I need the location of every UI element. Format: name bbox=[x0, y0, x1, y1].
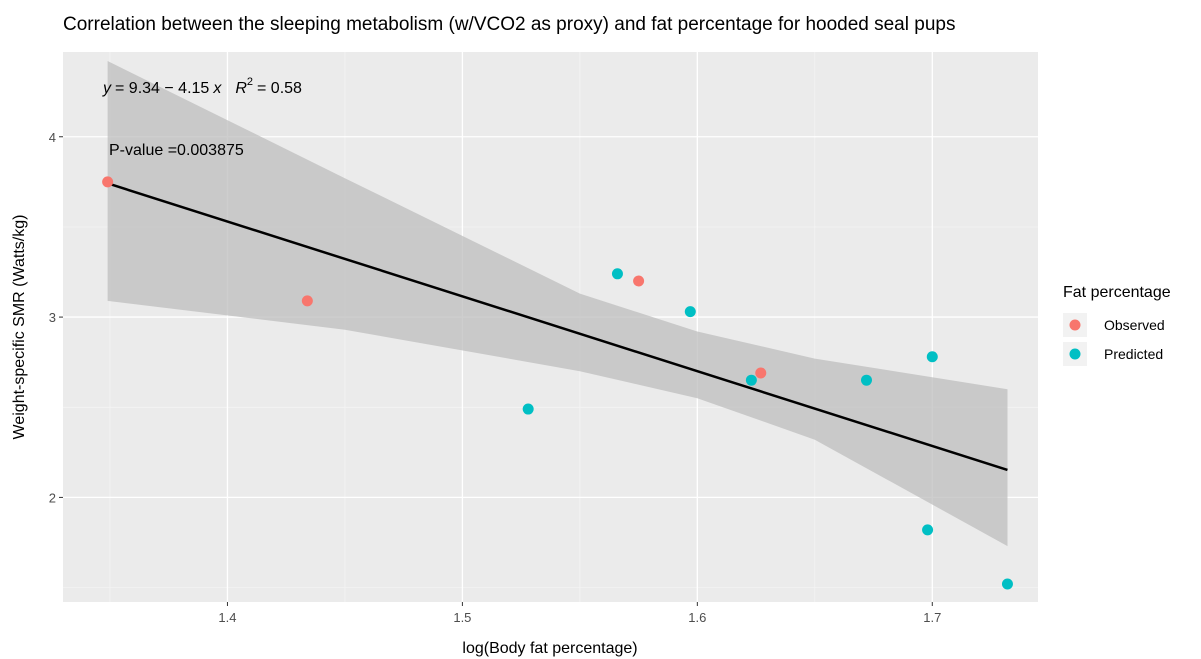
data-points bbox=[102, 176, 1013, 590]
data-point-predicted bbox=[926, 351, 938, 363]
data-point-observed bbox=[301, 295, 313, 307]
legend-marker-predicted bbox=[1069, 348, 1081, 360]
x-axis-ticks: 1.4 1.5 1.6 1.7 bbox=[218, 602, 941, 625]
legend-marker-observed bbox=[1069, 319, 1081, 331]
legend-title: Fat percentage bbox=[1063, 284, 1171, 301]
y-tick-label: 2 bbox=[49, 490, 56, 505]
data-point-predicted bbox=[522, 403, 534, 415]
data-point-observed bbox=[755, 367, 767, 379]
equation-coefficients: = 9.34 − 4.15 bbox=[115, 80, 209, 97]
x-axis-title: log(Body fat percentage) bbox=[462, 640, 637, 657]
x-tick-label: 1.7 bbox=[923, 610, 941, 625]
equation-r: R bbox=[235, 80, 247, 97]
data-point-predicted bbox=[745, 374, 757, 386]
data-point-predicted bbox=[684, 306, 696, 318]
data-point-predicted bbox=[1001, 578, 1013, 590]
legend-label-observed: Observed bbox=[1104, 317, 1165, 333]
confidence-band bbox=[107, 61, 1008, 547]
y-tick-label: 4 bbox=[49, 130, 56, 145]
data-point-predicted bbox=[611, 268, 623, 280]
data-point-predicted bbox=[860, 374, 872, 386]
p-value-annotation: P-value =0.003875 bbox=[109, 142, 244, 159]
legend: Fat percentage Observed Predicted bbox=[1063, 284, 1171, 366]
equation-r-exponent: 2 bbox=[247, 76, 253, 88]
equation-r-value: = 0.58 bbox=[257, 80, 302, 97]
y-axis-title: Weight-specific SMR (Watts/kg) bbox=[11, 215, 28, 440]
y-axis-ticks: 2 3 4 bbox=[49, 130, 63, 505]
legend-label-predicted: Predicted bbox=[1104, 346, 1163, 362]
y-tick-label: 3 bbox=[49, 310, 56, 325]
x-tick-label: 1.4 bbox=[218, 610, 236, 625]
data-point-observed bbox=[633, 275, 645, 287]
regression-equation: y = 9.34 − 4.15 x R2 = 0.58 bbox=[102, 76, 302, 97]
equation-y: y bbox=[102, 80, 112, 97]
chart-title: Correlation between the sleeping metabol… bbox=[63, 14, 955, 35]
data-point-predicted bbox=[922, 524, 934, 536]
equation-x: x bbox=[212, 80, 222, 97]
data-point-observed bbox=[102, 176, 114, 188]
x-tick-label: 1.6 bbox=[688, 610, 706, 625]
x-tick-label: 1.5 bbox=[453, 610, 471, 625]
regression-line bbox=[107, 182, 1008, 472]
